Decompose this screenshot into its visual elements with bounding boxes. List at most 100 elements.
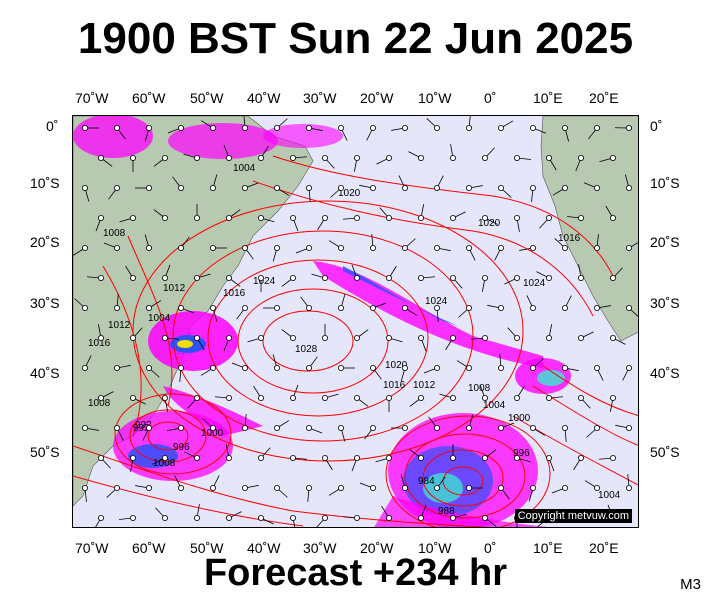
station-circle xyxy=(401,124,408,131)
station-circle xyxy=(178,124,185,131)
station-circle xyxy=(241,424,248,431)
isobar-label: 1004 xyxy=(148,313,171,324)
station-circle xyxy=(305,185,312,192)
lon-label: 20˚E xyxy=(589,90,619,106)
station-circle xyxy=(209,424,216,431)
station-circle xyxy=(594,364,601,371)
station-circle xyxy=(241,484,248,491)
station-circle xyxy=(594,185,601,192)
station-circle xyxy=(401,304,408,311)
lon-label: 30˚W xyxy=(303,540,337,556)
station-circle xyxy=(417,155,424,162)
station-circle xyxy=(497,124,504,131)
station-circle xyxy=(369,364,376,371)
station-circle xyxy=(577,155,584,162)
station-circle xyxy=(369,244,376,251)
station-circle xyxy=(417,514,424,521)
station-circle xyxy=(465,185,472,192)
isobar-label: 992 xyxy=(133,423,150,434)
station-circle xyxy=(194,394,201,401)
lon-label: 10˚E xyxy=(533,90,563,106)
station-circle xyxy=(273,244,280,251)
station-circle xyxy=(162,334,169,341)
station-circle xyxy=(497,185,504,192)
station-circle xyxy=(577,215,584,222)
station-circle xyxy=(433,364,440,371)
station-circle xyxy=(497,484,504,491)
station-circle xyxy=(146,364,153,371)
station-circle xyxy=(417,274,424,281)
station-circle xyxy=(561,185,568,192)
isobar-label: 1008 xyxy=(88,398,111,409)
station-circle xyxy=(114,244,121,251)
isobar-label: 988 xyxy=(438,506,455,517)
station-circle xyxy=(401,424,408,431)
station-circle xyxy=(545,454,552,461)
station-circle xyxy=(81,364,88,371)
station-circle xyxy=(610,155,617,162)
station-circle xyxy=(257,394,264,401)
station-circle xyxy=(369,304,376,311)
station-circle xyxy=(353,514,360,521)
station-circle xyxy=(465,304,472,311)
model-code: M3 xyxy=(680,576,701,593)
copyright-label: Copyright metvuw.com xyxy=(514,509,632,523)
station-circle xyxy=(610,215,617,222)
station-circle xyxy=(273,304,280,311)
station-circle xyxy=(561,364,568,371)
station-circle xyxy=(162,215,169,222)
station-circle xyxy=(273,484,280,491)
lat-label: 20˚S xyxy=(30,234,60,250)
isobars xyxy=(73,155,638,527)
lat-label: 40˚S xyxy=(650,365,680,381)
isobar-label: 1024 xyxy=(523,278,546,289)
station-circle xyxy=(353,454,360,461)
station-circle xyxy=(417,394,424,401)
isobar-label: 1004 xyxy=(233,163,256,174)
isobar-label: 1016 xyxy=(383,380,406,391)
station-circle xyxy=(433,185,440,192)
isobar-label: 1008 xyxy=(103,228,126,239)
isobar-label: 1016 xyxy=(223,288,246,299)
station-circle xyxy=(209,185,216,192)
isobar-label: 1020 xyxy=(385,360,408,371)
station-circle xyxy=(417,454,424,461)
station-circle xyxy=(449,394,456,401)
station-circle xyxy=(610,394,617,401)
isobar-label: 1000 xyxy=(508,413,531,424)
lon-label: 20˚W xyxy=(360,540,394,556)
station-circle xyxy=(178,484,185,491)
station-circle xyxy=(626,364,633,371)
station-circle xyxy=(529,244,536,251)
station-circle xyxy=(114,364,121,371)
station-circle xyxy=(273,185,280,192)
lon-label: 10˚E xyxy=(533,540,563,556)
isobar-label: 1000 xyxy=(201,428,224,439)
station-circle xyxy=(114,124,121,131)
station-circle xyxy=(513,334,520,341)
lat-label: 40˚S xyxy=(30,365,60,381)
station-circle xyxy=(577,454,584,461)
station-circle xyxy=(130,394,137,401)
africa-land xyxy=(540,116,638,342)
station-circle xyxy=(81,484,88,491)
station-circle xyxy=(449,155,456,162)
lat-label: 10˚S xyxy=(30,175,60,191)
lat-label: 0˚ xyxy=(46,118,59,134)
station-circle xyxy=(146,185,153,192)
isobar-label: 984 xyxy=(418,476,435,487)
station-circle xyxy=(626,424,633,431)
station-circle xyxy=(321,215,328,222)
lat-label: 50˚S xyxy=(30,444,60,460)
station-circle xyxy=(305,424,312,431)
station-circle xyxy=(273,364,280,371)
station-circle xyxy=(209,244,216,251)
isobar-label: 992 xyxy=(135,420,152,431)
lon-label: 20˚W xyxy=(360,90,394,106)
station-circle xyxy=(353,334,360,341)
lon-label: 10˚W xyxy=(418,540,452,556)
station-circle xyxy=(369,124,376,131)
station-circle xyxy=(385,334,392,341)
lon-label: 50˚W xyxy=(190,540,224,556)
station-circle xyxy=(97,394,104,401)
